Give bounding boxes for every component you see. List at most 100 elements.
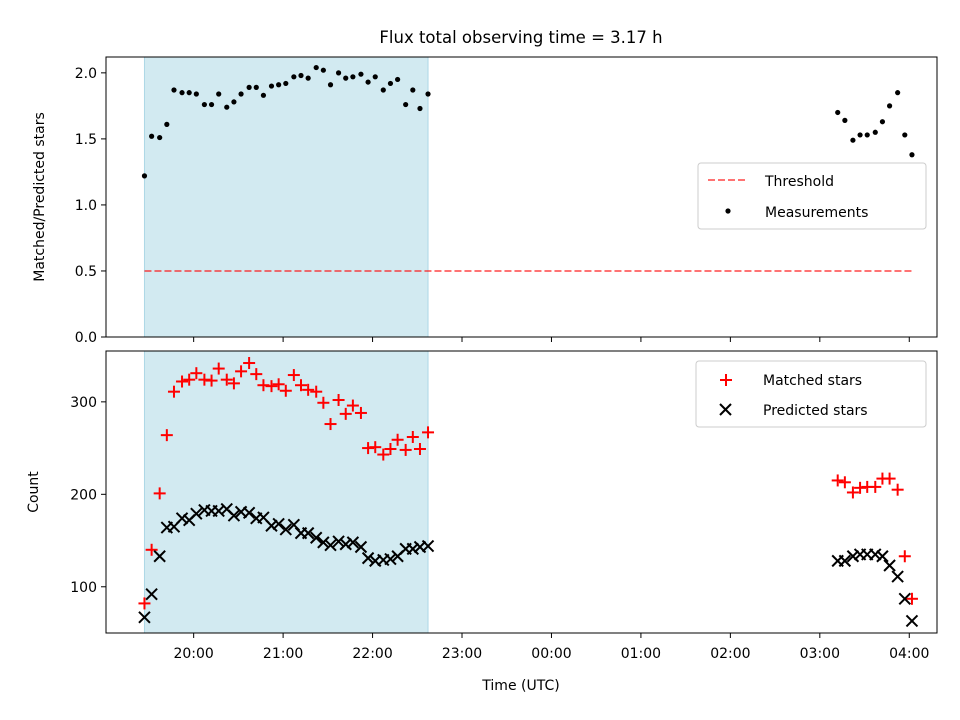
measurement-point — [909, 152, 915, 158]
matched-point — [279, 384, 292, 397]
measurement-point — [410, 87, 416, 93]
predicted-point-b — [175, 512, 189, 525]
measurement-point — [425, 91, 431, 97]
measurement-point — [141, 173, 148, 179]
x-tick-label: 23:00 — [442, 646, 482, 662]
matched-point — [250, 368, 263, 381]
matched-point — [346, 399, 359, 412]
legend-predicted-swatch — [719, 403, 732, 416]
matched-point — [883, 472, 896, 485]
x-tick-label: 00:00 — [531, 646, 571, 662]
predicted-point-b — [406, 542, 420, 556]
measurement-point — [208, 101, 215, 108]
matched-point — [399, 443, 412, 456]
predicted-point-b — [220, 502, 233, 516]
measurement-point — [395, 76, 401, 83]
predicted-point — [838, 554, 852, 568]
matched-point — [160, 429, 173, 442]
measurement-point — [313, 64, 319, 71]
matched-point — [891, 483, 904, 496]
predicted-point — [272, 517, 285, 531]
matched-point — [310, 385, 323, 398]
measurement-point — [372, 74, 378, 80]
predicted-point-b — [898, 592, 912, 605]
predicted-point — [354, 540, 368, 554]
measurement-point — [276, 82, 282, 88]
predicted-point — [421, 539, 435, 553]
top-y-tick-label: 0.5 — [75, 264, 97, 280]
predicted-point-b — [301, 526, 315, 540]
predicted-point — [905, 614, 919, 628]
bottom-panel: 100 200 300 20:00 21:00 22:00 23:00 00:00 01:00… — [26, 350, 938, 694]
matched-point — [422, 426, 435, 439]
predicted-point — [175, 512, 189, 525]
predicted-point — [898, 592, 912, 605]
x-tick-label: 04:00 — [889, 646, 929, 662]
predicted-point-b — [421, 539, 435, 553]
measurement-point — [231, 99, 237, 105]
predicted-point-b — [272, 517, 285, 531]
predicted-point-b — [242, 506, 256, 520]
measurement-point — [260, 92, 267, 98]
top-y-tick-label: 0.0 — [75, 330, 97, 346]
measurement-point — [283, 80, 289, 87]
measurement-point — [216, 91, 222, 97]
predicted-point — [883, 559, 896, 572]
measurement-point — [895, 90, 901, 96]
measurement-point — [171, 87, 177, 93]
legend-measurements-swatch — [725, 208, 731, 214]
measurement-point — [350, 74, 356, 80]
measurement-point — [224, 104, 230, 110]
measurement-point — [179, 90, 185, 96]
measurement-point — [857, 132, 863, 138]
predicted-point-b — [354, 540, 368, 554]
predicted-point — [227, 509, 241, 522]
measurement-point — [305, 75, 311, 81]
measurement-point — [157, 134, 163, 141]
x-tick-label: 01:00 — [621, 646, 661, 662]
top-shaded-span — [143, 56, 429, 338]
top-legend-box — [697, 162, 927, 230]
legend-measurements-label: Measurements — [765, 205, 868, 221]
matched-point — [235, 365, 248, 378]
measurement-point — [186, 90, 192, 96]
matched-point — [391, 433, 404, 446]
predicted-point — [332, 535, 345, 548]
x-tick-label: 02:00 — [710, 646, 750, 662]
legend-predicted-label: Predicted stars — [763, 403, 868, 419]
predicted-point-b — [905, 614, 919, 628]
top-y-tick-label: 1.0 — [75, 198, 97, 214]
measurement-point — [850, 137, 856, 143]
measurement-point — [298, 72, 304, 79]
top-y-tick-label: 2.0 — [75, 66, 97, 82]
matched-point — [869, 480, 882, 493]
predicted-point-b — [891, 570, 904, 583]
matched-point — [295, 379, 308, 392]
matched-point — [831, 474, 844, 487]
predicted-point-b — [145, 587, 158, 601]
predicted-point-b — [361, 551, 375, 565]
predicted-point — [324, 538, 337, 552]
measurement-point — [246, 84, 252, 90]
matched-point — [138, 597, 151, 610]
predicted-point-b — [287, 518, 301, 532]
bottom-axes-frame — [105, 350, 938, 634]
matched-point — [324, 418, 337, 431]
bottom-predicted-points — [138, 502, 919, 628]
measurement-point — [320, 67, 326, 73]
measurement-point — [335, 70, 342, 76]
top-panel: 0.00.51.01.52.0 Matched/Predicted stars … — [32, 56, 938, 346]
predicted-point — [301, 526, 315, 540]
matched-point — [406, 430, 419, 443]
legend-matched-swatch — [720, 374, 732, 386]
bottom-y-tick-label: 300 — [70, 395, 97, 411]
matched-point — [272, 378, 285, 391]
x-axis-label: Time (UTC) — [481, 678, 559, 694]
predicted-point — [145, 587, 158, 601]
predicted-point-b — [384, 552, 397, 566]
predicted-point-b — [279, 523, 293, 536]
top-y-tick-label: 1.5 — [75, 132, 97, 148]
measurement-point — [238, 91, 244, 97]
matched-point — [838, 476, 851, 489]
